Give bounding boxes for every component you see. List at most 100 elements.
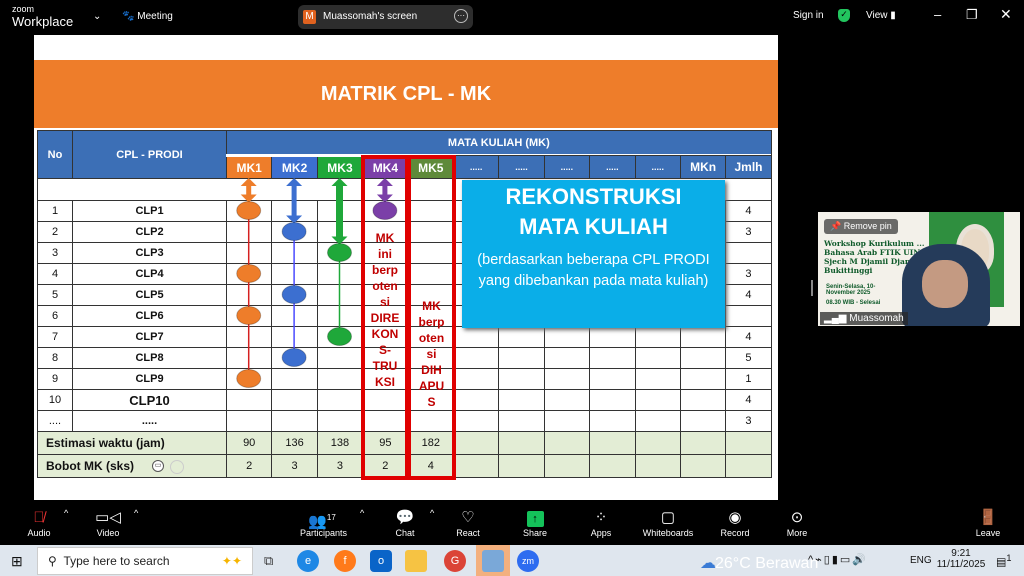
row-cpl: ..... [72,410,227,432]
estimasi-value: 182 [407,431,454,455]
video-button[interactable]: ▭◁ Video [86,508,130,538]
task-view-icon[interactable]: ⧉ [264,553,274,568]
notifications-icon[interactable]: ▤1 [996,553,1012,569]
system-tray-icons[interactable]: ^⌁▯▮▭🔊 [808,554,868,566]
poster-date: Senin-Selasa, 10-November 2025 [826,284,876,296]
leave-button[interactable]: 🚪 Leave [966,508,1010,538]
weather-text[interactable]: 26°C Berawan [715,555,819,572]
remove-pin-label: Remove pin [843,221,892,231]
mk4-note: MK ini berp oten si DIRE KON S- TRU KSI [370,231,400,389]
matrix-cell [679,326,727,348]
sparkle-icon: ✦✦ [221,554,242,568]
video-icon[interactable]: ▭ [152,460,164,472]
chat-options-caret[interactable]: ^ [430,508,435,518]
app-icon[interactable] [482,550,504,572]
row-no: 10 [37,389,73,411]
weather-icon[interactable]: ☁ [700,555,716,572]
sign-in-button[interactable]: Sign in [793,10,824,21]
remove-pin-button[interactable]: 📌 Remove pin [824,219,898,234]
mk-column-header: ..... [543,155,591,179]
windows-start-icon[interactable]: ⊞ [11,553,23,569]
search-placeholder: Type here to search [63,554,170,568]
row-jmlh [725,242,772,264]
panel-resize-handle[interactable] [811,280,813,296]
row-no: 3 [37,242,73,264]
close-button[interactable]: ✕ [1000,6,1012,22]
screen-share-pill[interactable]: M Muassomah's screen ··· [298,5,473,29]
estimasi-value [452,431,500,455]
matrix-cell [498,326,545,348]
matrix-cell [452,326,500,348]
more-button[interactable]: ⊙ More [775,508,819,538]
apps-button[interactable]: ⁘ Apps [579,508,623,538]
edge-icon[interactable]: e [297,550,319,572]
matrix-cell [679,347,727,369]
file-explorer-icon[interactable] [405,550,427,572]
participants-options-caret[interactable]: ^ [360,508,365,518]
language-indicator[interactable]: ENG [910,555,932,566]
chat-button[interactable]: 💬 Chat [383,508,427,538]
matrix-cell [316,389,364,411]
zoom-logo-small: zoom [12,4,35,14]
matrix-cell [316,221,364,243]
matrix-cell [543,326,591,348]
zoom-app-icon[interactable]: zm [517,550,539,572]
mk-column-header: MK1 [225,154,273,179]
matrix-cell [634,389,681,411]
taskbar-search-input[interactable]: ⚲ Type here to search ✦✦ [37,547,253,575]
matrix-cell [271,200,318,222]
matrix-cell [225,242,273,264]
matrix-cell [589,368,636,390]
matrix-cell [271,305,318,327]
chevron-down-icon[interactable]: ⌄ [93,11,102,22]
leave-label: Leave [975,528,1001,538]
whiteboard-icon: ▢ [660,509,676,526]
matrix-cell [225,263,273,285]
shield-check-icon[interactable]: ✓ [838,9,850,22]
estimasi-value [634,431,681,455]
mk-column-header: MK3 [316,154,364,179]
matrix-cell [679,389,727,411]
matrix-cell [498,389,545,411]
row-no: 5 [37,284,73,306]
restore-button[interactable]: ❐ [966,7,978,22]
more-icon[interactable] [170,460,184,474]
minimize-button[interactable]: – [934,7,942,22]
matrix-cell [316,200,364,222]
outlook-icon[interactable]: o [370,550,392,572]
audio-options-caret[interactable]: ^ [64,508,69,518]
poster-time: 08.30 WIB - Selesai [826,300,881,306]
mk4-highlight [361,155,409,480]
view-button[interactable]: View ▮ [866,10,896,21]
estimasi-value [679,431,727,455]
row-jmlh [725,305,772,327]
more-options-icon[interactable]: ··· [454,9,468,23]
matrix-cell [679,410,727,432]
video-options-caret[interactable]: ^ [134,508,139,518]
clock-date: 11/11/2025 [936,559,986,570]
search-icon: ⚲ [48,554,57,568]
row-jmlh: 4 [725,284,772,306]
record-button[interactable]: ◉ Record [713,508,757,538]
poster-title: Workshop Kurikulum ... Bahasa Arab FTIK … [824,239,928,275]
mk-column-header: MK2 [271,154,318,179]
clock[interactable]: 9:21 11/11/2025 [936,548,986,570]
share-title: Muassomah's screen [323,11,418,22]
bobot-label: Bobot MK (sks) [37,454,227,478]
estimasi-value [498,431,545,455]
matrix-cell [271,368,318,390]
participants-button[interactable]: 👥17 Participants [300,508,347,538]
chrome-icon[interactable]: G [444,550,466,572]
matrix-cell [225,305,273,327]
more-icon: ⊙ [790,509,804,526]
audio-button[interactable]: 🎙̸ Audio [17,508,61,538]
whiteboards-button[interactable]: ▢ Whiteboards [640,508,696,538]
meeting-menu[interactable]: 🐾 Meeting [122,11,173,22]
participant-video[interactable]: Workshop Kurikulum ... Bahasa Arab FTIK … [818,212,1020,326]
header-cpl: CPL - PRODI [72,130,227,179]
firefox-icon[interactable]: f [334,550,356,572]
whiteboards-label: Whiteboards [642,528,694,538]
share-button[interactable]: ↑ Share [513,508,557,538]
react-button[interactable]: ♡ React [446,508,490,538]
row-cpl: CLP6 [72,305,227,327]
